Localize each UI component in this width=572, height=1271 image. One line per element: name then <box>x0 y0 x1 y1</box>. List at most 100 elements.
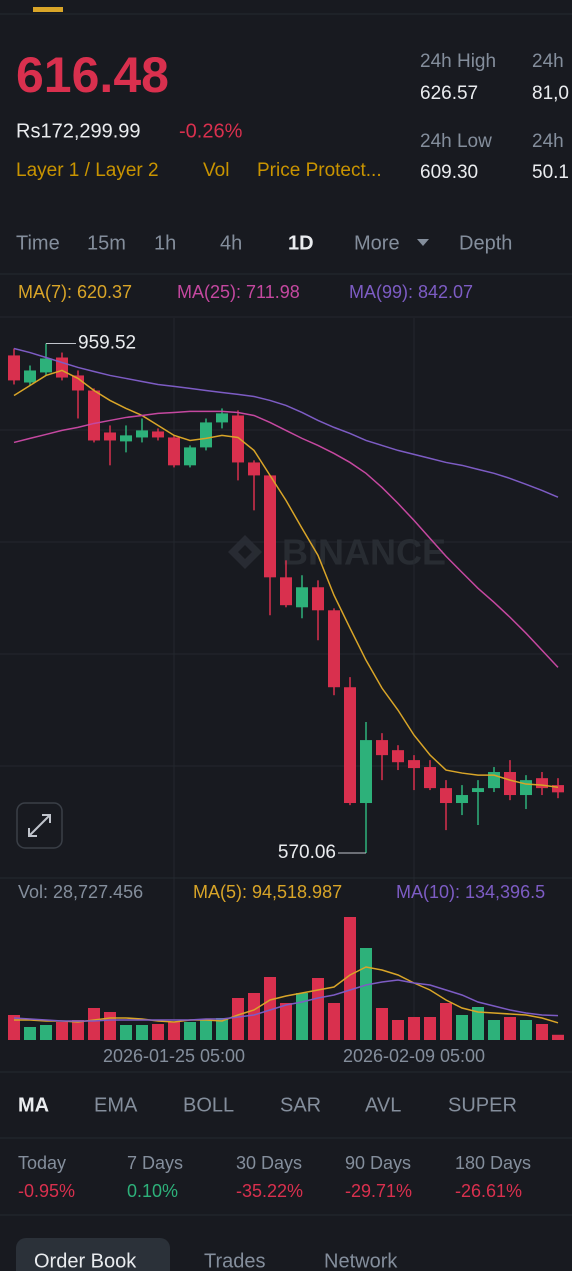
candle-body <box>456 795 468 804</box>
volume-bar <box>344 917 356 1040</box>
expand-button[interactable] <box>16 802 63 849</box>
watermark-logo <box>228 535 262 569</box>
period-label: 180 Days <box>455 1153 531 1173</box>
stat-label: 24h Low <box>420 131 492 152</box>
interval-tab[interactable]: 1h <box>154 232 176 254</box>
period-label: 7 Days <box>127 1153 183 1173</box>
period-label: 30 Days <box>236 1153 302 1173</box>
indicator-tabs: MA EMA BOLL SAR AVL SUPER <box>18 1094 517 1116</box>
candle-body <box>472 788 484 793</box>
interval-tab[interactable]: Time <box>16 232 60 254</box>
tag[interactable]: Vol <box>203 160 229 181</box>
expand-icon <box>28 814 51 837</box>
ma-line <box>13 369 559 788</box>
ma-line <box>13 410 559 668</box>
candle-body <box>8 355 20 381</box>
performance: Today -0.95% 7 Days 0.10% 30 Days -35.22% 90 D… <box>18 1153 531 1201</box>
tag[interactable]: Price Protect... <box>257 160 382 181</box>
candle-body <box>168 437 180 466</box>
candle-body <box>248 462 260 476</box>
interval-tab[interactable]: More <box>354 232 400 254</box>
interval-tab[interactable]: Depth <box>459 232 512 254</box>
volume-bar <box>72 1020 84 1040</box>
dropdown-arrow <box>417 239 429 246</box>
indicator-tab[interactable]: AVL <box>365 1094 401 1116</box>
stat-value: 609.30 <box>420 162 478 183</box>
volume-bar <box>88 1008 100 1040</box>
volume-bar <box>552 1034 564 1040</box>
volume-label: Vol: 28,727.456 <box>18 882 143 902</box>
volume-bar <box>200 1020 212 1040</box>
interval-tabs: Time 15m 1h 4h 1D More Depth <box>16 232 512 254</box>
indicator-tab[interactable]: BOLL <box>183 1094 234 1116</box>
tag[interactable]: Layer 1 / Layer 2 <box>16 160 159 181</box>
candle-body <box>120 435 132 442</box>
candle-body <box>328 610 340 688</box>
period-change: 0.10% <box>127 1181 178 1201</box>
interval-tab[interactable]: 4h <box>220 232 242 254</box>
candle-body <box>104 432 116 441</box>
volume-bar <box>328 1003 340 1040</box>
legend-entry: MA(10): 134,396.5 <box>396 882 545 902</box>
legend-entry: MA(7): 620.37 <box>18 282 132 302</box>
stat-value: 81,0 <box>532 83 569 104</box>
candle-body <box>24 370 36 383</box>
period-label: 90 Days <box>345 1153 411 1173</box>
fiat-price: Rs172,299.99 <box>16 120 141 142</box>
bottom-tab[interactable]: Network <box>324 1250 398 1271</box>
candle-body <box>152 431 164 438</box>
stat-label: 24h <box>532 131 564 152</box>
candle-body <box>280 577 292 606</box>
tab-indicator <box>33 7 63 12</box>
interval-tab[interactable]: 15m <box>87 232 126 254</box>
bottom-tab[interactable]: Trades <box>204 1250 266 1271</box>
indicator-tab[interactable]: MA <box>18 1094 49 1116</box>
interval-tab[interactable]: 1D <box>288 232 314 254</box>
watermark: BINANCE <box>228 532 446 573</box>
candle-body <box>440 788 452 804</box>
volume-ma-line <box>13 979 559 1022</box>
volume-bar <box>392 1020 404 1040</box>
volume-bar <box>440 1003 452 1040</box>
volume-bar <box>216 1018 228 1040</box>
volume-chart: Vol: 28,727.456 MA(5): 94,518.987 MA(10): … <box>8 882 564 1066</box>
indicator-tab[interactable]: SUPER <box>448 1094 517 1116</box>
volume-bar <box>152 1024 164 1040</box>
volume-bar <box>280 1003 292 1040</box>
indicator-tab[interactable]: SAR <box>280 1094 321 1116</box>
volume-bar <box>56 1022 68 1040</box>
candle-body <box>184 447 196 466</box>
legend-entry: MA(5): 94,518.987 <box>193 882 342 902</box>
candle-body <box>536 778 548 789</box>
legend-entry: MA(99): 842.07 <box>349 282 473 302</box>
volume-bar <box>504 1017 516 1040</box>
volume-bar <box>104 1012 116 1040</box>
candle-body <box>504 772 516 796</box>
period-change: -29.71% <box>345 1181 412 1201</box>
volume-bar <box>8 1015 20 1040</box>
volume-bar <box>248 993 260 1040</box>
last-price: 616.48 <box>16 47 169 103</box>
candle-body <box>216 413 228 423</box>
candle-body <box>40 358 52 373</box>
candle-body <box>264 475 276 578</box>
candle-body <box>72 375 84 391</box>
indicator-tab[interactable]: EMA <box>94 1094 138 1116</box>
legend-entry: MA(25): 711.98 <box>177 282 300 302</box>
candle-body <box>200 422 212 448</box>
candle-body <box>424 767 436 789</box>
candle-body <box>392 750 404 763</box>
volume-bar <box>168 1022 180 1040</box>
volume-bar <box>360 948 372 1040</box>
price-change: -0.26% <box>179 120 243 142</box>
stat-value: 50.1 <box>532 162 569 183</box>
volume-bar <box>376 1008 388 1040</box>
candle-body <box>312 587 324 611</box>
bottom-tab[interactable]: Order Book <box>34 1250 137 1271</box>
candle-body <box>232 415 244 463</box>
volume-bar <box>40 1025 52 1040</box>
stat-label: 24h <box>532 51 564 72</box>
volume-bar <box>456 1015 468 1040</box>
